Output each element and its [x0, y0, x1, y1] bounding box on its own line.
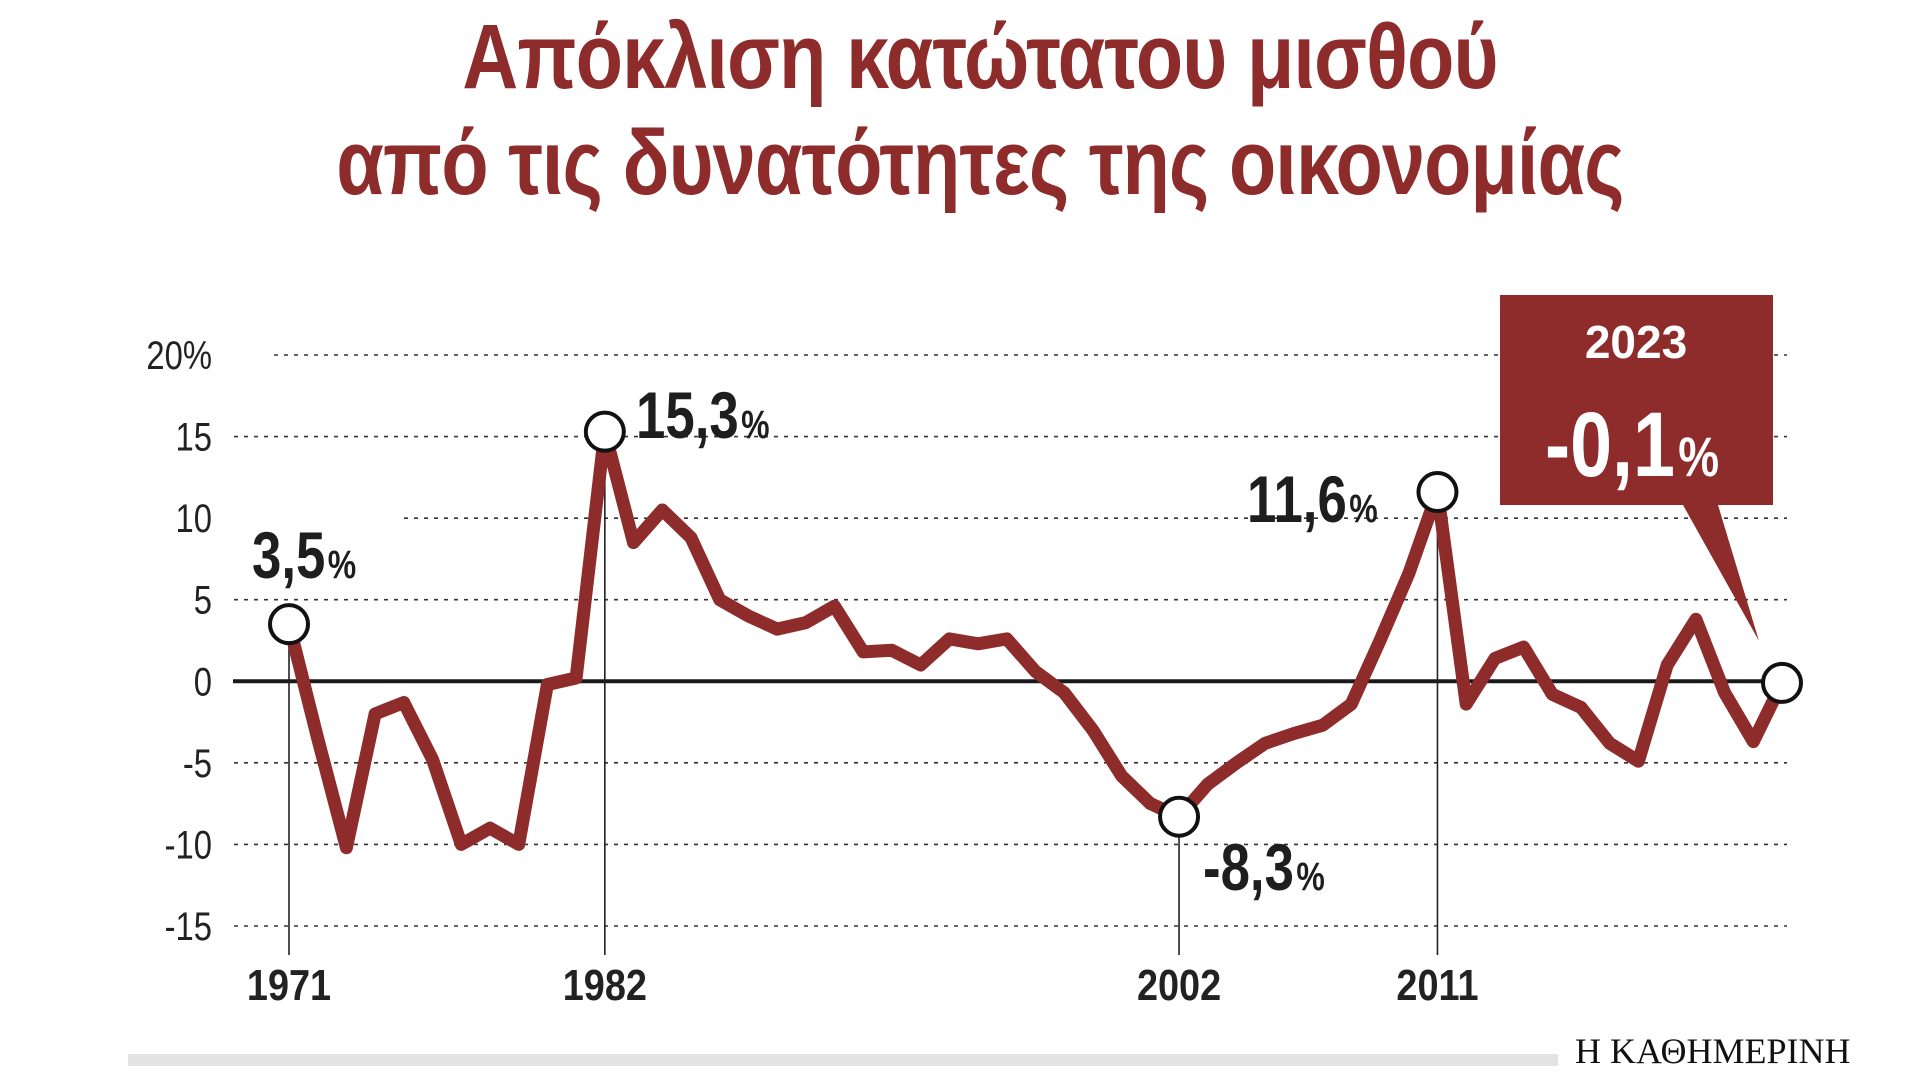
annotation-label: 11,6%: [1247, 462, 1378, 536]
data-point-marker: [583, 410, 626, 453]
callout-year: 2023: [1585, 316, 1687, 368]
series-line-path: [282, 425, 1789, 855]
chart-title-line-1: Απόκλιση κατώτατου μισθού: [462, 6, 1498, 108]
footer-bar: [128, 1054, 1558, 1066]
chart-title-line-2: από τις δυνατότητες της οικονομίας: [336, 112, 1624, 214]
y-tick-label: -10: [165, 822, 212, 867]
callout-box: [1500, 295, 1773, 641]
x-tick-label: 2011: [1396, 960, 1478, 1009]
data-point-marker: [1158, 795, 1201, 838]
y-axis-ticks: 20% 15 10 5 0 -5 -10 -15: [146, 333, 212, 949]
x-tick-label: 2002: [1137, 960, 1221, 1009]
data-point-marker: [268, 603, 310, 646]
data-point-marker: [1416, 471, 1459, 514]
callout-2023: 2023 -0,1%: [1500, 295, 1773, 641]
y-tick-label: 15: [176, 414, 212, 459]
y-tick-label: 5: [194, 578, 212, 623]
annotation-label: 3,5%: [252, 518, 356, 592]
annotation-drop-lines: [288, 431, 1439, 955]
y-tick-label: -5: [183, 741, 212, 786]
callout-value: -0,1%: [1545, 393, 1719, 496]
y-tick-label: 0: [194, 659, 212, 704]
source-logo: Η ΚΑΘΗΜΕΡΙΝΗ: [1575, 1031, 1851, 1071]
x-tick-label: 1982: [563, 960, 647, 1009]
series-line: [282, 425, 1789, 855]
data-annotations: 3,5% 15,3% -8,3% 11,6%: [252, 378, 1378, 904]
x-tick-label: 1971: [247, 960, 331, 1009]
y-tick-label: -15: [165, 904, 212, 949]
y-tick-label: 20%: [146, 333, 212, 378]
chart-title: Απόκλιση κατώτατου μισθού από τις δυνατό…: [157, 4, 1803, 216]
y-tick-label: 10: [176, 496, 212, 541]
annotation-label: -8,3%: [1203, 830, 1325, 904]
data-point-marker: [1761, 661, 1803, 704]
annotation-label: 15,3%: [636, 378, 770, 452]
x-axis-ticks: 1971 1982 2002 2011: [247, 960, 1479, 1009]
series-markers: [268, 410, 1803, 838]
